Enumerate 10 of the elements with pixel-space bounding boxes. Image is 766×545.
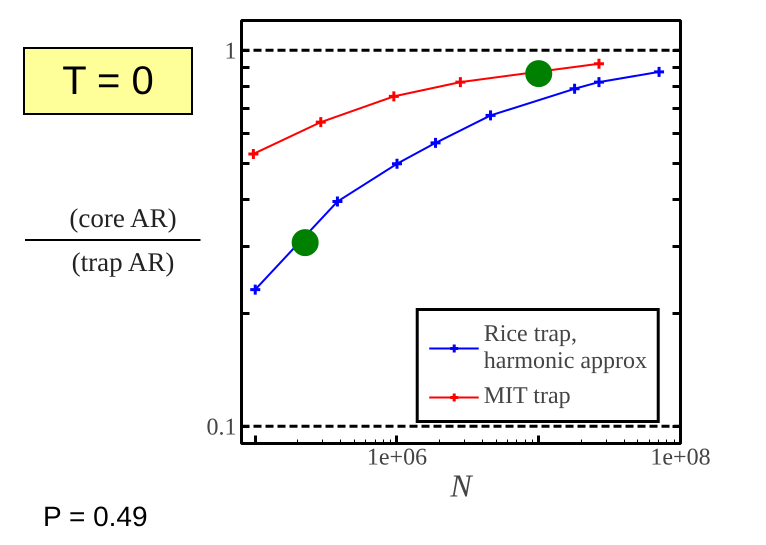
y-axis-title: (core AR) (trap AR) <box>68 202 178 279</box>
x-tick-label: 1e+06 <box>366 444 428 470</box>
legend-label: Rice trap, harmonic approx <box>484 321 647 375</box>
x-axis-title: N <box>449 468 474 504</box>
text: P = 0.49 <box>43 500 148 534</box>
legend-label: MIT trap <box>484 383 571 410</box>
y-tick-label: 0.1 <box>206 414 236 440</box>
y-tick-label: 1 <box>224 38 236 64</box>
text: T = 0 <box>23 47 193 115</box>
x-tick-label: 1e+08 <box>650 444 711 470</box>
